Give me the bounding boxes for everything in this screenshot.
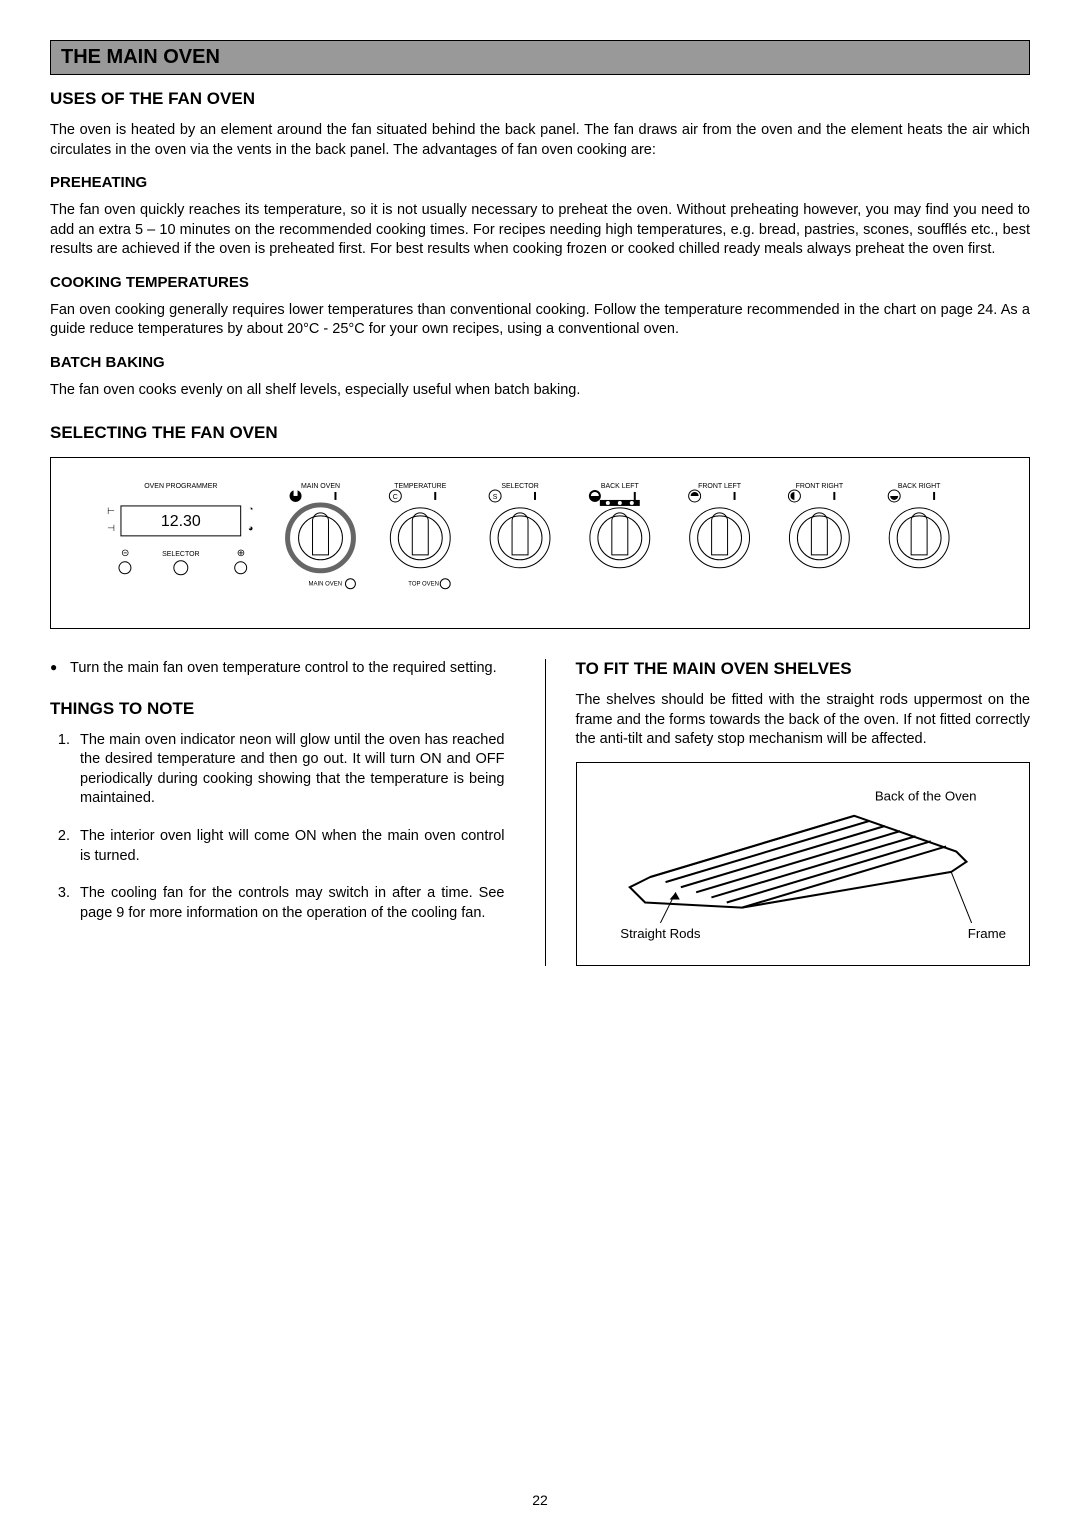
shelf-back-label: Back of the Oven	[874, 788, 976, 803]
section-title: THE MAIN OVEN	[61, 46, 1019, 69]
panel-back-right-label: BACK RIGHT	[898, 482, 941, 489]
panel-top-oven-light: TOP OVEN	[408, 581, 439, 587]
panel-main-oven-light: MAIN OVEN	[309, 581, 343, 587]
note-1: The main oven indicator neon will glow u…	[74, 731, 505, 809]
shelf-diagram: Back of the Oven Straight Rods	[576, 762, 1031, 966]
right-column: TO FIT THE MAIN OVEN SHELVES The shelves…	[545, 659, 1031, 966]
uses-heading: USES OF THE FAN OVEN	[50, 89, 1030, 109]
svg-text:⊢: ⊢	[107, 505, 115, 515]
svg-text:◔: ◔	[248, 503, 253, 513]
note-3: The cooling fan for the controls may swi…	[74, 884, 505, 923]
svg-text:⊝: ⊝	[121, 547, 129, 558]
cooking-temp-heading: COOKING TEMPERATURES	[50, 274, 1030, 291]
svg-text:S: S	[493, 493, 498, 500]
svg-text:⊕: ⊕	[237, 547, 245, 558]
panel-main-oven-label: MAIN OVEN	[301, 482, 340, 489]
selecting-heading: SELECTING THE FAN OVEN	[50, 423, 1030, 443]
panel-temperature-label: TEMPERATURE	[394, 482, 446, 489]
things-to-note-heading: THINGS TO NOTE	[50, 699, 505, 719]
left-column: Turn the main fan oven temperature contr…	[50, 659, 505, 966]
panel-selector-small: SELECTOR	[162, 550, 199, 557]
panel-programmer-label: OVEN PROGRAMMER	[144, 482, 217, 489]
batch-heading: BATCH BAKING	[50, 354, 1030, 371]
fit-shelves-text: The shelves should be fitted with the st…	[576, 691, 1031, 750]
panel-front-right-label: FRONT RIGHT	[796, 482, 844, 489]
panel-front-left-label: FRONT LEFT	[698, 482, 742, 489]
shelf-rods-label: Straight Rods	[620, 926, 701, 941]
preheating-heading: PREHEATING	[50, 174, 1030, 191]
cooking-temp-text: Fan oven cooking generally requires lowe…	[50, 301, 1030, 340]
fit-shelves-heading: TO FIT THE MAIN OVEN SHELVES	[576, 659, 1031, 679]
panel-time: 12.30	[161, 512, 201, 529]
shelf-svg: Back of the Oven Straight Rods	[589, 775, 1018, 948]
two-column-section: Turn the main fan oven temperature contr…	[50, 659, 1030, 966]
uses-intro: The oven is heated by an element around …	[50, 121, 1030, 160]
shelf-frame-label: Frame	[967, 926, 1005, 941]
batch-text: The fan oven cooks evenly on all shelf l…	[50, 381, 1030, 401]
preheating-text: The fan oven quickly reaches its tempera…	[50, 201, 1030, 260]
control-panel-diagram: OVEN PROGRAMMER 12.30 ⊢ ⊣ ◔ ◕ ⊝ SELECTOR…	[50, 457, 1030, 630]
control-panel-svg: OVEN PROGRAMMER 12.30 ⊢ ⊣ ◔ ◕ ⊝ SELECTOR…	[81, 476, 999, 606]
svg-text:◕: ◕	[248, 522, 253, 532]
page-number: 22	[532, 1492, 548, 1508]
section-header: THE MAIN OVEN	[50, 40, 1030, 75]
svg-text:C: C	[393, 493, 398, 500]
panel-selector-label: SELECTOR	[501, 482, 538, 489]
note-2: The interior oven light will come ON whe…	[74, 827, 505, 866]
svg-text:⊣: ⊣	[107, 522, 115, 532]
panel-back-left-label: BACK LEFT	[601, 482, 640, 489]
bullet-turn-control: Turn the main fan oven temperature contr…	[70, 659, 505, 679]
